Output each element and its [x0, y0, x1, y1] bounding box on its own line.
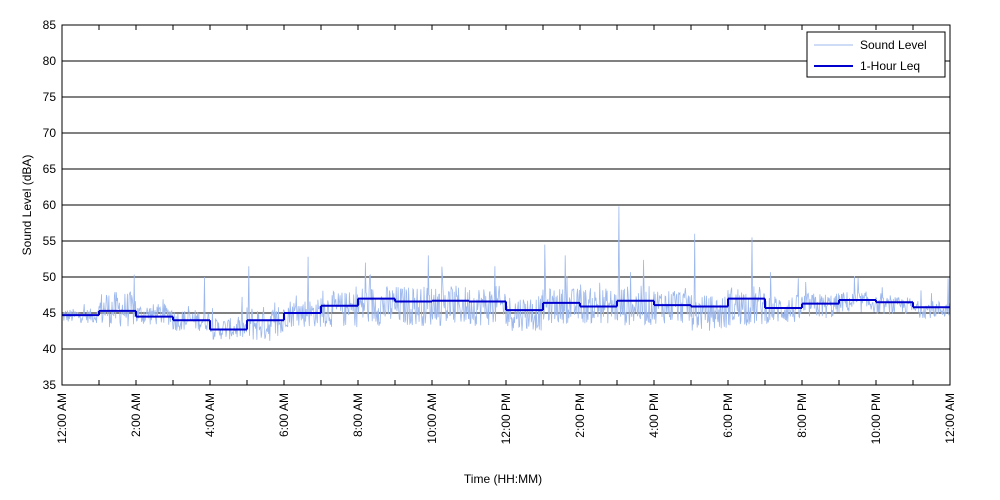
y-tick-label: 55: [43, 234, 57, 248]
x-tick-label: 8:00 PM: [795, 393, 809, 438]
x-tick-label: 6:00 AM: [277, 393, 291, 437]
y-tick-label: 40: [43, 342, 57, 356]
leq-series: [62, 297, 950, 331]
legend: Sound Level 1-Hour Leq: [806, 31, 946, 78]
x-tick-label: 10:00 PM: [869, 393, 883, 444]
y-tick-label: 50: [43, 270, 57, 284]
x-tick-label: 6:00 PM: [721, 393, 735, 438]
x-tick-label: 4:00 PM: [647, 393, 661, 438]
y-tick-label: 85: [43, 18, 57, 32]
x-tick-label: 2:00 AM: [129, 393, 143, 437]
x-tick-label: 12:00 PM: [499, 393, 513, 444]
axis-ticks: [61, 25, 951, 385]
x-tick-label: 8:00 AM: [351, 393, 365, 437]
x-tick-label: 4:00 AM: [203, 393, 217, 437]
y-tick-labels: 35 40 45 50 55 60 65 70 75 80 85: [43, 18, 57, 392]
x-axis-label: Time (HH:MM): [464, 472, 542, 486]
legend-label-sound-level: Sound Level: [860, 38, 927, 52]
x-tick-labels: 12:00 AM 2:00 AM 4:00 AM 6:00 AM 8:00 AM 10:0…: [55, 393, 957, 444]
y-axis-label: Sound Level (dBA): [20, 155, 34, 256]
plot-frame: [61, 24, 951, 386]
x-tick-label: 12:00 AM: [55, 393, 69, 444]
y-tick-label: 70: [43, 126, 57, 140]
legend-box: [806, 31, 946, 78]
y-tick-label: 80: [43, 54, 57, 68]
y-tick-label: 45: [43, 306, 57, 320]
x-tick-label: 10:00 AM: [425, 393, 439, 444]
x-tick-label: 2:00 PM: [573, 393, 587, 438]
y-tick-label: 75: [43, 90, 57, 104]
y-tick-label: 65: [43, 162, 57, 176]
y-tick-label: 35: [43, 378, 57, 392]
x-tick-label: 12:00 AM: [943, 393, 957, 444]
y-tick-label: 60: [43, 198, 57, 212]
legend-label-leq: 1-Hour Leq: [860, 59, 920, 73]
